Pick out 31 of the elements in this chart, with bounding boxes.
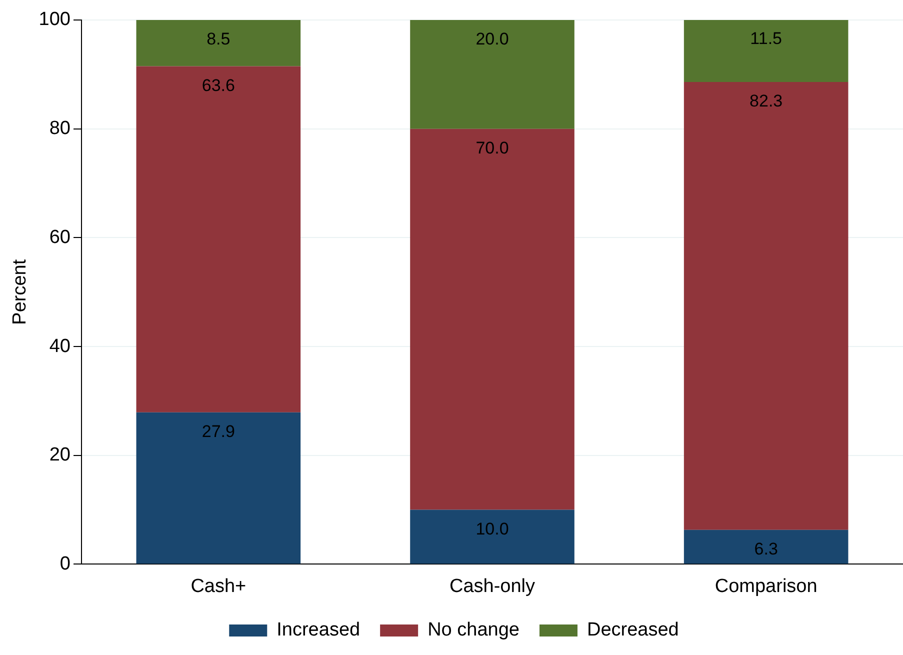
y-tick-label: 40 [49,336,70,357]
data-label: 11.5 [750,29,782,48]
y-tick-label: 60 [49,226,70,248]
bar [136,412,301,564]
x-tick-label: Cash-only [449,576,536,597]
bar [410,20,574,129]
data-label: 10.0 [476,519,509,538]
x-tick-label: Comparison [714,576,818,597]
data-label: 82.3 [750,92,783,111]
data-label: 27.9 [202,422,235,442]
y-tick-label: 20 [49,444,70,466]
x-tick-label: Cash+ [190,576,246,597]
data-label: 63.6 [202,76,235,95]
data-label: 8.5 [206,30,230,49]
bar [410,128,574,510]
bar [136,66,301,412]
data-label: 6.3 [754,540,778,559]
legend-label: Increased [276,620,360,641]
bar [684,82,848,530]
bar [136,20,301,66]
bar [684,20,848,82]
legend-label: Decreased [586,620,679,641]
y-tick-label: 80 [49,118,70,140]
bar [684,530,848,564]
y-axis-title: Percent [10,258,31,325]
y-tick-label: 0 [60,553,70,574]
legend-label: No change [428,620,520,641]
data-label: 20.0 [476,30,509,49]
y-tick-label: 100 [38,9,70,30]
bar [410,510,574,564]
data-label: 70.0 [476,138,509,158]
